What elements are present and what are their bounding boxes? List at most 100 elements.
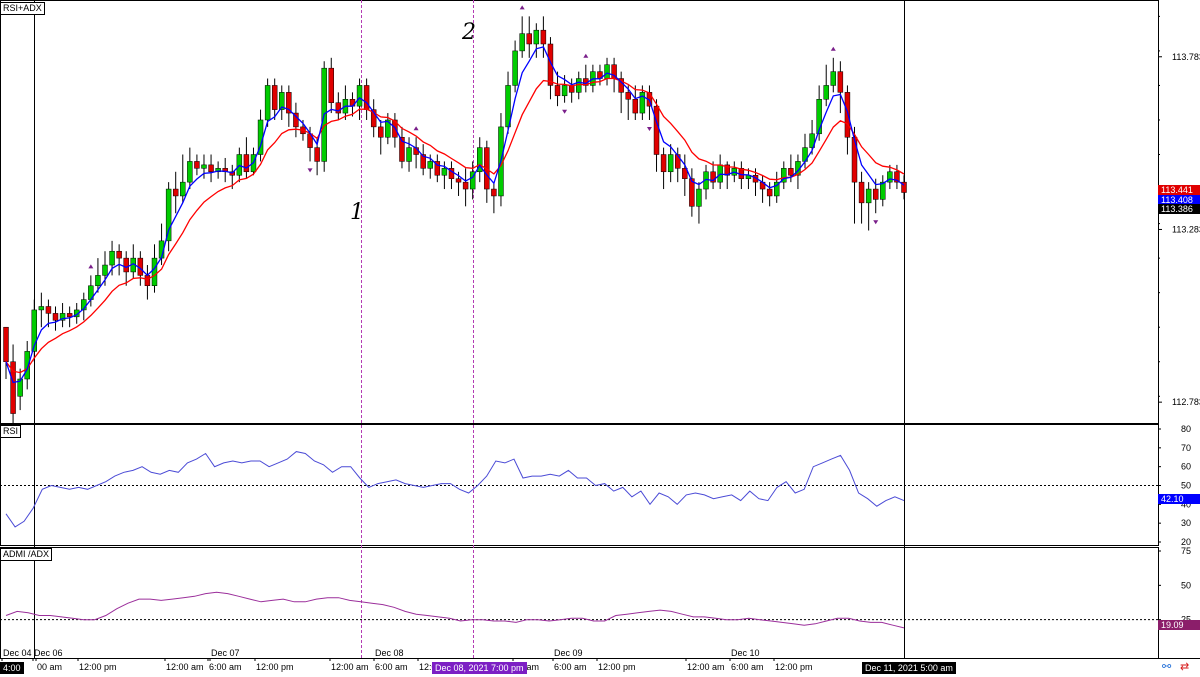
- candle-body: [526, 33, 532, 45]
- candle-body: [314, 147, 320, 162]
- time-label-2: 00 am: [37, 662, 62, 672]
- candle-body: [243, 154, 250, 173]
- candle-body: [378, 126, 384, 138]
- candle-body: [632, 99, 639, 114]
- time-label-11: 12:00: [419, 662, 442, 672]
- candle-body: [102, 264, 108, 276]
- candle-body: [837, 71, 844, 93]
- time-label-16: 12:00 am: [687, 662, 725, 672]
- candle-body: [293, 112, 299, 128]
- rsi-tick-label-0: 80: [1181, 424, 1191, 434]
- link-icon[interactable]: ⚯: [1162, 661, 1172, 673]
- candle-body: [887, 171, 893, 183]
- candle-body: [568, 85, 575, 93]
- time-label-1: Dec 06: [34, 648, 63, 658]
- candle-body: [880, 181, 886, 200]
- candle-body: [264, 85, 271, 121]
- time-label-15: 12:00 pm: [598, 662, 636, 672]
- candle-body: [52, 313, 59, 321]
- candle-body: [3, 326, 9, 362]
- candle-body: [427, 161, 433, 169]
- candle-body: [809, 133, 815, 148]
- candle-body: [816, 99, 822, 135]
- time-right-tag: Dec 11, 2021 5:00 am: [862, 662, 956, 674]
- rsi-tick-label-6: 20: [1181, 537, 1191, 547]
- rsi-panel-title: RSI: [0, 425, 22, 438]
- candle-body: [215, 168, 221, 173]
- candle-body: [872, 188, 879, 200]
- price-tick-label-1: 113.283: [1172, 224, 1200, 234]
- time-label-8: 12:00 am: [331, 662, 369, 672]
- candle-body: [385, 119, 391, 138]
- rsi-line: [5, 451, 905, 528]
- arrows-icon[interactable]: ⇄: [1180, 661, 1190, 673]
- candle-body: [618, 78, 624, 93]
- candle-body: [717, 164, 723, 183]
- signal-arrow-up: [830, 46, 836, 51]
- candle-body: [406, 147, 412, 162]
- candle-body: [519, 33, 525, 52]
- candle-body: [116, 250, 122, 259]
- candle-body: [696, 188, 702, 207]
- rsi-tick-label-2: 60: [1181, 462, 1191, 472]
- adx-line: [5, 591, 905, 629]
- candle-body: [434, 161, 441, 176]
- adx-current-tag: 19.09: [1158, 620, 1200, 630]
- slow-ma-line: [5, 77, 905, 374]
- candle-body: [335, 102, 342, 114]
- signal-arrow-down: [873, 220, 879, 225]
- rsi-tick-label-4: 40: [1181, 499, 1191, 509]
- candle-body: [144, 275, 151, 287]
- time-label-18: 6:00 am: [731, 662, 764, 672]
- candle-body: [667, 154, 674, 173]
- candle-body: [17, 378, 23, 397]
- candle-body: [561, 85, 568, 97]
- candle-body: [165, 188, 172, 242]
- signal-arrow-up: [583, 53, 589, 58]
- candle-body: [865, 188, 872, 204]
- candle-body: [625, 92, 631, 100]
- candle-body: [689, 178, 695, 207]
- candle-body: [823, 85, 829, 100]
- candle-body: [420, 154, 426, 169]
- price-tag-blue: 113.408: [1158, 195, 1200, 205]
- candle-body: [399, 136, 405, 162]
- signal-arrow-down: [562, 109, 568, 114]
- candle-body: [844, 92, 851, 138]
- adx-panel-title: ADMI /ADX: [0, 548, 53, 561]
- candle-body: [279, 92, 285, 110]
- candle-body: [370, 109, 377, 128]
- candle-body: [187, 161, 193, 183]
- candle-body: [639, 92, 646, 114]
- time-label-6: 6:00 am: [209, 662, 242, 672]
- price-tick-label-2: 112.783: [1172, 397, 1200, 407]
- signal-arrow-up: [88, 264, 94, 269]
- rsi-tick-label-1: 70: [1181, 443, 1191, 453]
- candle-body: [766, 188, 773, 197]
- candle-body: [45, 306, 52, 314]
- candle-body: [773, 181, 780, 197]
- candle-body: [66, 313, 73, 318]
- candle-body: [554, 85, 561, 97]
- candle-body: [271, 85, 278, 110]
- candle-body: [441, 168, 448, 176]
- time-label-3: 12:00 pm: [79, 662, 117, 672]
- candle-body: [653, 105, 660, 155]
- time-label-13: Dec 09: [554, 648, 583, 658]
- adx-tick-label-0: 75: [1181, 546, 1191, 556]
- candle-body: [10, 361, 16, 414]
- time-label-0: Dec 04: [3, 648, 32, 658]
- time-label-17: Dec 10: [731, 648, 760, 658]
- candle-body: [356, 85, 363, 107]
- candle-body: [180, 181, 186, 197]
- rsi-current-tag: 42.10: [1158, 494, 1200, 504]
- signal-arrow-down: [646, 126, 652, 131]
- time-label-10: 6:00 am: [375, 662, 408, 672]
- time-label-14: 6:00 am: [554, 662, 587, 672]
- price-tick-label-0: 113.783: [1172, 52, 1200, 62]
- main-panel-border: [0, 0, 1159, 424]
- fast-ma-line: [5, 46, 905, 384]
- candle-body: [512, 50, 518, 86]
